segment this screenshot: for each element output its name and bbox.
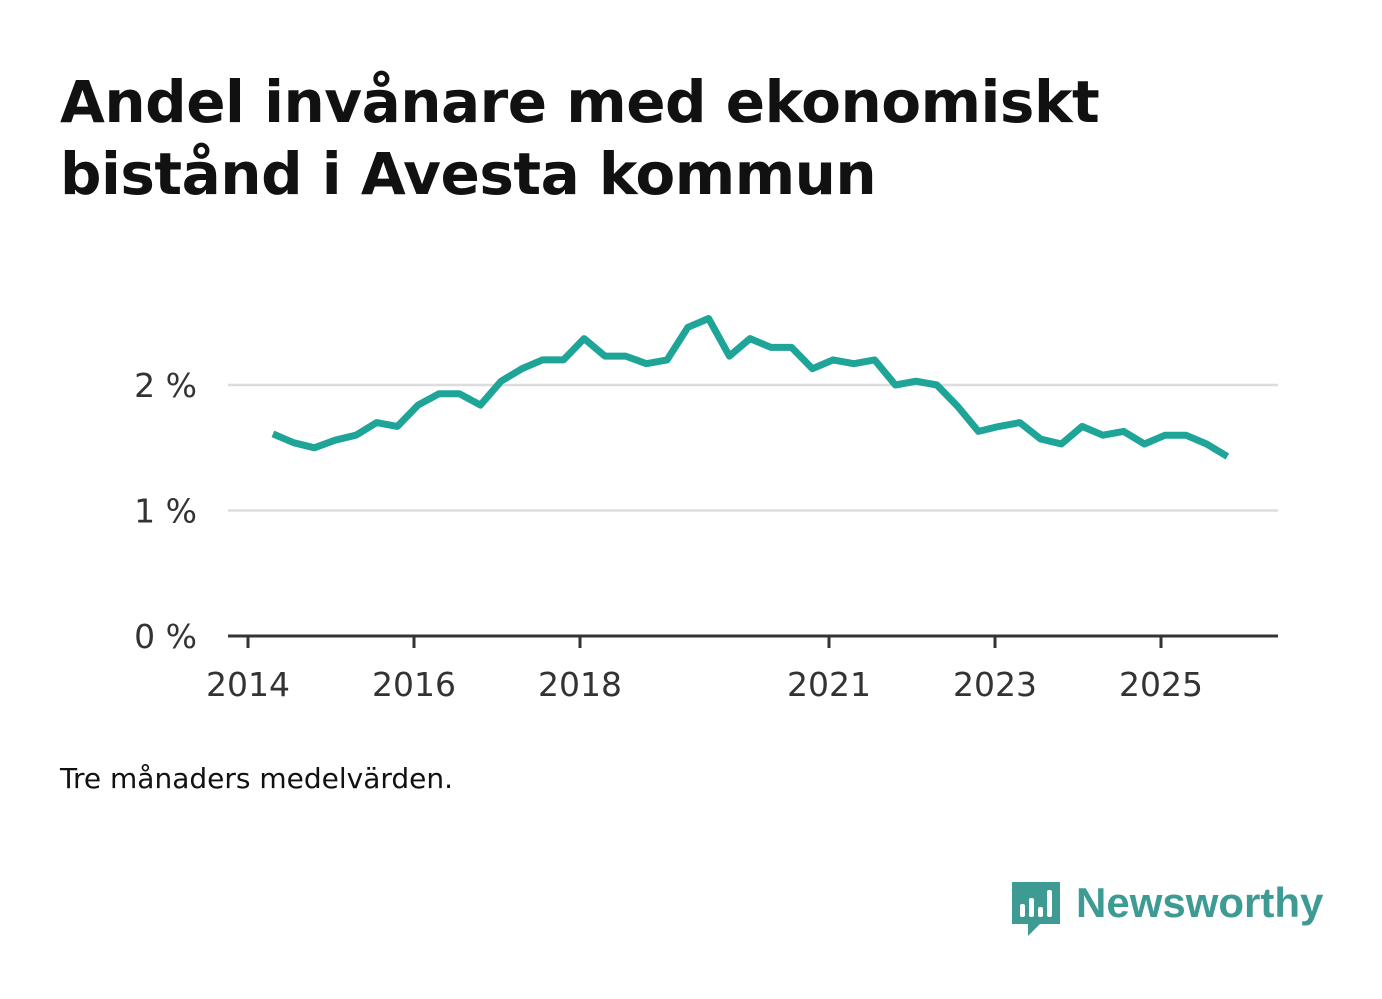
newsworthy-logo-icon xyxy=(1012,882,1060,936)
chart-note: Tre månaders medelvärden. xyxy=(60,762,454,795)
line-chart: 0 % 1 % 2 % 2014 2016 2018 2021 2023 2025 xyxy=(134,315,1278,704)
newsworthy-logo-text: Newsworthy xyxy=(1076,879,1324,926)
x-tick-label: 2014 xyxy=(206,665,290,704)
x-tick-label: 2023 xyxy=(953,665,1037,704)
x-axis-labels: 2014 2016 2018 2021 2023 2025 xyxy=(206,665,1203,704)
x-axis xyxy=(228,634,1278,648)
x-tick-label: 2025 xyxy=(1119,665,1203,704)
y-tick-label: 0 % xyxy=(134,617,197,656)
y-tick-label: 1 % xyxy=(134,492,197,531)
chart-title-line-1: Andel invånare med ekonomiskt xyxy=(60,68,1100,136)
series-layer xyxy=(271,315,1230,460)
x-tick-label: 2018 xyxy=(538,665,622,704)
series-line-1 xyxy=(271,315,1230,460)
chart-title: Andel invånare med ekonomiskt bistånd i … xyxy=(60,66,1260,210)
y-tick-label: 2 % xyxy=(134,366,197,405)
chart-title-line-2: bistånd i Avesta kommun xyxy=(60,140,877,208)
gridlines xyxy=(228,383,1278,512)
newsworthy-logo[interactable]: Newsworthy xyxy=(1010,878,1350,942)
x-tick-label: 2016 xyxy=(372,665,456,704)
x-tick-label: 2021 xyxy=(787,665,871,704)
y-axis-labels: 0 % 1 % 2 % xyxy=(134,366,197,656)
